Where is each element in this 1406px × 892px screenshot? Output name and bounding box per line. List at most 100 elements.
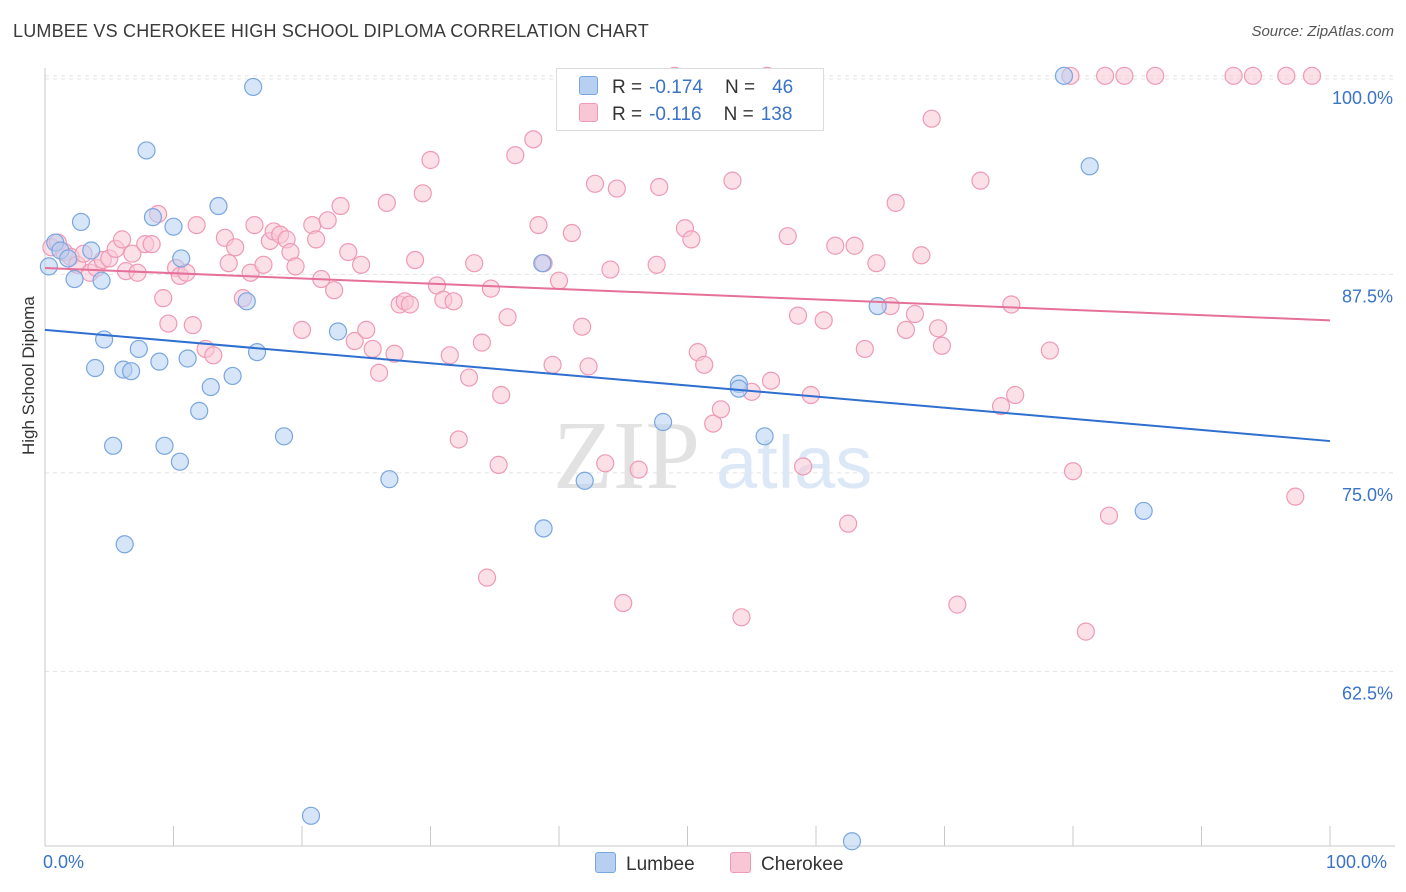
watermark-atlas: atlas [716,421,872,504]
cherokee-point [377,193,396,212]
cherokee-point [991,397,1011,416]
cherokee-point [1096,66,1115,85]
lumbee-point [65,269,84,289]
lumbee-point [237,292,256,311]
cherokee-point [472,333,491,352]
lumbee-point [190,401,209,420]
legend-r-label: R = [612,104,643,125]
lumbee-point [247,343,267,362]
bottom-legend-label-cherokee: Cherokee [761,854,844,875]
cherokee-point [1302,66,1322,85]
cherokee-point [465,254,484,273]
cherokee-point [345,331,364,351]
lumbee-point [328,322,348,341]
cherokee-point [1224,66,1243,85]
cherokee-point [650,177,669,197]
x-tick-label-max: 100.0% [1326,852,1388,872]
lumbee-point [92,271,111,290]
lumbee-point [209,196,228,216]
lumbee-point [155,436,174,455]
lumbee-point [534,519,553,538]
lumbee-points [39,66,1153,851]
lumbee-point [104,436,123,455]
cherokee-point [286,257,305,276]
source-credit: Source: ZipAtlas.com [1251,23,1394,40]
legend-swatch-cherokee [579,103,598,122]
cherokee-point [1063,462,1083,481]
lumbee-point [82,241,101,260]
cherokee-point [352,255,371,274]
cherokee-point [573,317,592,336]
bottom-legend-lumbee[interactable]: Lumbee [595,852,695,876]
legend-r-label: R = [612,77,643,98]
legend-row-cherokee: R = -0.116 N = 138 [579,103,792,125]
cherokee-point [1243,66,1263,85]
cherokee-point [1006,385,1025,405]
cherokee-point [254,255,273,274]
lumbee-point [244,77,263,97]
bottom-legend-swatch-lumbee [595,852,616,873]
y-tick-label: 87.5% [1342,286,1393,306]
cherokee-point [912,246,931,265]
cherokee-point [1286,487,1305,506]
y-tick-labels: 100.0% 87.5% 75.0% 62.5% [1332,88,1393,704]
lumbee-point [115,535,134,554]
cherokee-point [245,215,264,235]
cherokee-point [440,346,459,365]
lumbee-point [755,427,774,446]
lumbee-point [274,427,294,446]
watermark: ZIP atlas [553,402,872,510]
cherokee-point [596,454,615,473]
lumbee-point [59,249,78,268]
legend-r-value-lumbee: -0.174 [649,77,703,98]
cherokee-point [839,514,858,533]
cherokee-point [481,279,500,298]
cherokee-point [226,238,245,257]
cherokee-point [307,230,326,249]
lumbee-point [842,832,862,851]
lumbee-point [575,471,594,490]
bottom-legend-cherokee[interactable]: Cherokee [730,852,843,876]
cherokee-point [1040,341,1059,360]
cherokee-point [325,281,344,300]
lumbee-point [301,806,321,825]
cherokee-point [477,568,497,587]
lumbee-point [1080,157,1099,176]
lumbee-point [143,208,163,227]
cherokee-point [363,339,382,359]
cherokee-point [159,314,178,333]
y-tick-label: 75.0% [1342,485,1393,505]
cherokee-point [855,339,874,359]
cherokee-point [549,271,569,290]
correlation-legend: R = -0.174 N = 46 R = -0.116 N = 138 [556,68,824,131]
cherokee-point [629,460,648,479]
cherokee-point [489,455,508,474]
legend-row-lumbee: R = -0.174 N = 46 [579,76,793,98]
cherokee-point [711,400,731,419]
cherokee-point [932,336,952,355]
cherokee-point [585,174,605,193]
legend-n-label: N = [723,104,754,125]
cherokee-point [529,215,548,235]
lumbee-point [95,330,114,349]
cherokee-point [682,230,701,249]
legend-n-label: N = [724,77,756,98]
cherokee-point [647,255,666,274]
x-tick-label-min: 0.0% [43,852,85,872]
legend-r-value-cherokee: -0.116 [649,104,702,125]
watermark-zip: ZIP [553,402,700,510]
y-tick-label: 100.0% [1332,88,1393,108]
cherokee-point [886,193,905,212]
lumbee-point [380,470,399,489]
chart-title: LUMBEE VS CHEROKEE HIGH SCHOOL DIPLOMA C… [13,21,649,41]
cherokee-point [1002,295,1021,314]
cherokee-point [704,414,723,433]
cherokee-point [421,150,440,170]
cherokee-point [562,223,581,243]
cherokee-point [732,608,751,627]
cherokee-point [814,311,833,330]
cherokee-point [794,457,813,476]
cherokee-point [826,236,845,255]
bottom-legend-swatch-cherokee [730,852,751,873]
cherokee-point [506,146,525,165]
